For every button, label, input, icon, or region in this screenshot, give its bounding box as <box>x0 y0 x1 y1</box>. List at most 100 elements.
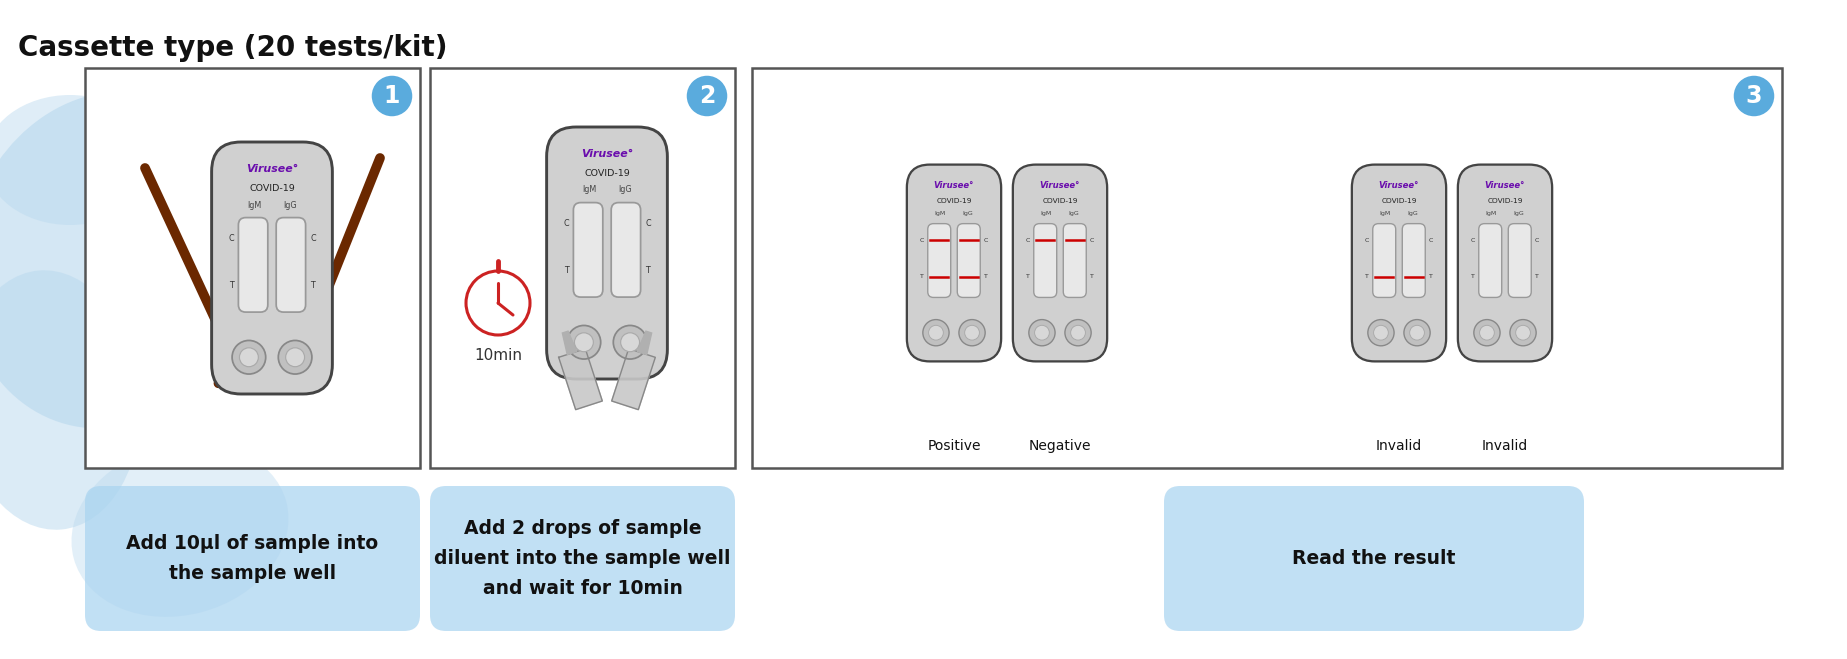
Text: T: T <box>1365 274 1369 279</box>
Text: IgG: IgG <box>283 200 297 210</box>
Text: T: T <box>229 281 233 291</box>
FancyBboxPatch shape <box>1164 486 1585 631</box>
FancyBboxPatch shape <box>1509 223 1531 297</box>
Circle shape <box>1029 320 1055 346</box>
Circle shape <box>1479 326 1494 340</box>
Circle shape <box>1516 326 1531 340</box>
Circle shape <box>613 326 646 359</box>
Ellipse shape <box>0 270 140 530</box>
Text: Invalid: Invalid <box>1481 439 1527 453</box>
Text: Add 2 drops of sample
diluent into the sample well
and wait for 10min: Add 2 drops of sample diluent into the s… <box>434 519 731 598</box>
Text: IgG: IgG <box>962 212 973 216</box>
Text: C: C <box>1025 237 1031 243</box>
FancyBboxPatch shape <box>573 202 602 297</box>
Text: T: T <box>1535 274 1539 279</box>
FancyBboxPatch shape <box>1352 165 1446 361</box>
Text: Virusee°: Virusee° <box>1485 181 1526 190</box>
Text: COVID-19: COVID-19 <box>249 184 296 192</box>
Text: T: T <box>1090 274 1093 279</box>
Ellipse shape <box>222 113 379 287</box>
Text: Virusee°: Virusee° <box>1040 181 1080 190</box>
Text: Virusee°: Virusee° <box>246 164 297 174</box>
Bar <box>752 68 1782 468</box>
Text: T: T <box>1470 274 1476 279</box>
Text: Cassette type (20 tests/kit): Cassette type (20 tests/kit) <box>18 34 447 62</box>
Circle shape <box>929 326 944 340</box>
Polygon shape <box>561 331 576 355</box>
Text: C: C <box>1365 237 1369 243</box>
Text: 2: 2 <box>698 84 715 108</box>
Circle shape <box>1066 320 1092 346</box>
Circle shape <box>1732 74 1777 118</box>
Circle shape <box>959 320 984 346</box>
FancyBboxPatch shape <box>1479 223 1502 297</box>
Circle shape <box>1034 326 1049 340</box>
Circle shape <box>924 320 949 346</box>
Circle shape <box>465 271 530 335</box>
Text: IgG: IgG <box>1513 212 1524 216</box>
Text: IgG: IgG <box>1069 212 1079 216</box>
Text: COVID-19: COVID-19 <box>1042 198 1079 204</box>
Text: C: C <box>310 234 316 243</box>
Text: Invalid: Invalid <box>1376 439 1422 453</box>
Circle shape <box>1071 326 1086 340</box>
Bar <box>430 68 735 468</box>
Text: T: T <box>984 274 988 279</box>
Text: 1: 1 <box>384 84 401 108</box>
Text: T: T <box>563 266 569 275</box>
Text: IgG: IgG <box>1407 212 1418 216</box>
Polygon shape <box>637 331 652 355</box>
Text: IgM: IgM <box>1380 212 1391 216</box>
Polygon shape <box>611 349 656 410</box>
Text: Virusee°: Virusee° <box>1380 181 1418 190</box>
Text: IgM: IgM <box>247 200 260 210</box>
Circle shape <box>1369 320 1394 346</box>
Circle shape <box>279 341 312 374</box>
Text: Virusee°: Virusee° <box>935 181 973 190</box>
Circle shape <box>1374 326 1389 340</box>
Text: IgM: IgM <box>935 212 946 216</box>
Circle shape <box>1509 320 1537 346</box>
Text: C: C <box>1470 237 1476 243</box>
Circle shape <box>1474 320 1500 346</box>
FancyBboxPatch shape <box>238 217 268 312</box>
Circle shape <box>964 326 979 340</box>
Circle shape <box>621 333 639 352</box>
Text: IgM: IgM <box>1485 212 1496 216</box>
Ellipse shape <box>87 192 312 448</box>
Circle shape <box>240 348 259 366</box>
FancyBboxPatch shape <box>1402 223 1426 297</box>
Circle shape <box>567 326 600 359</box>
FancyBboxPatch shape <box>430 486 735 631</box>
Circle shape <box>1404 320 1430 346</box>
Text: Negative: Negative <box>1029 439 1092 453</box>
Text: COVID-19: COVID-19 <box>936 198 972 204</box>
FancyBboxPatch shape <box>907 165 1001 361</box>
FancyBboxPatch shape <box>1457 165 1551 361</box>
Text: COVID-19: COVID-19 <box>1382 198 1417 204</box>
FancyBboxPatch shape <box>212 142 332 394</box>
Circle shape <box>685 74 730 118</box>
FancyBboxPatch shape <box>611 202 641 297</box>
Text: C: C <box>920 237 924 243</box>
Text: C: C <box>1430 237 1433 243</box>
FancyBboxPatch shape <box>1372 223 1396 297</box>
FancyBboxPatch shape <box>547 127 667 379</box>
Text: Read the result: Read the result <box>1293 549 1455 568</box>
Text: Positive: Positive <box>927 439 981 453</box>
Bar <box>85 68 419 468</box>
Text: C: C <box>229 234 235 243</box>
Ellipse shape <box>0 95 155 225</box>
Text: 10min: 10min <box>475 347 523 362</box>
Text: IgM: IgM <box>1040 212 1051 216</box>
Text: 3: 3 <box>1745 84 1762 108</box>
Ellipse shape <box>72 443 288 617</box>
FancyBboxPatch shape <box>1064 223 1086 297</box>
FancyBboxPatch shape <box>85 486 419 631</box>
Text: Add 10μl of sample into
the sample well: Add 10μl of sample into the sample well <box>126 534 379 583</box>
Text: T: T <box>920 274 924 279</box>
Text: C: C <box>1090 237 1093 243</box>
Text: T: T <box>646 266 650 275</box>
FancyBboxPatch shape <box>957 223 981 297</box>
Text: COVID-19: COVID-19 <box>1487 198 1522 204</box>
